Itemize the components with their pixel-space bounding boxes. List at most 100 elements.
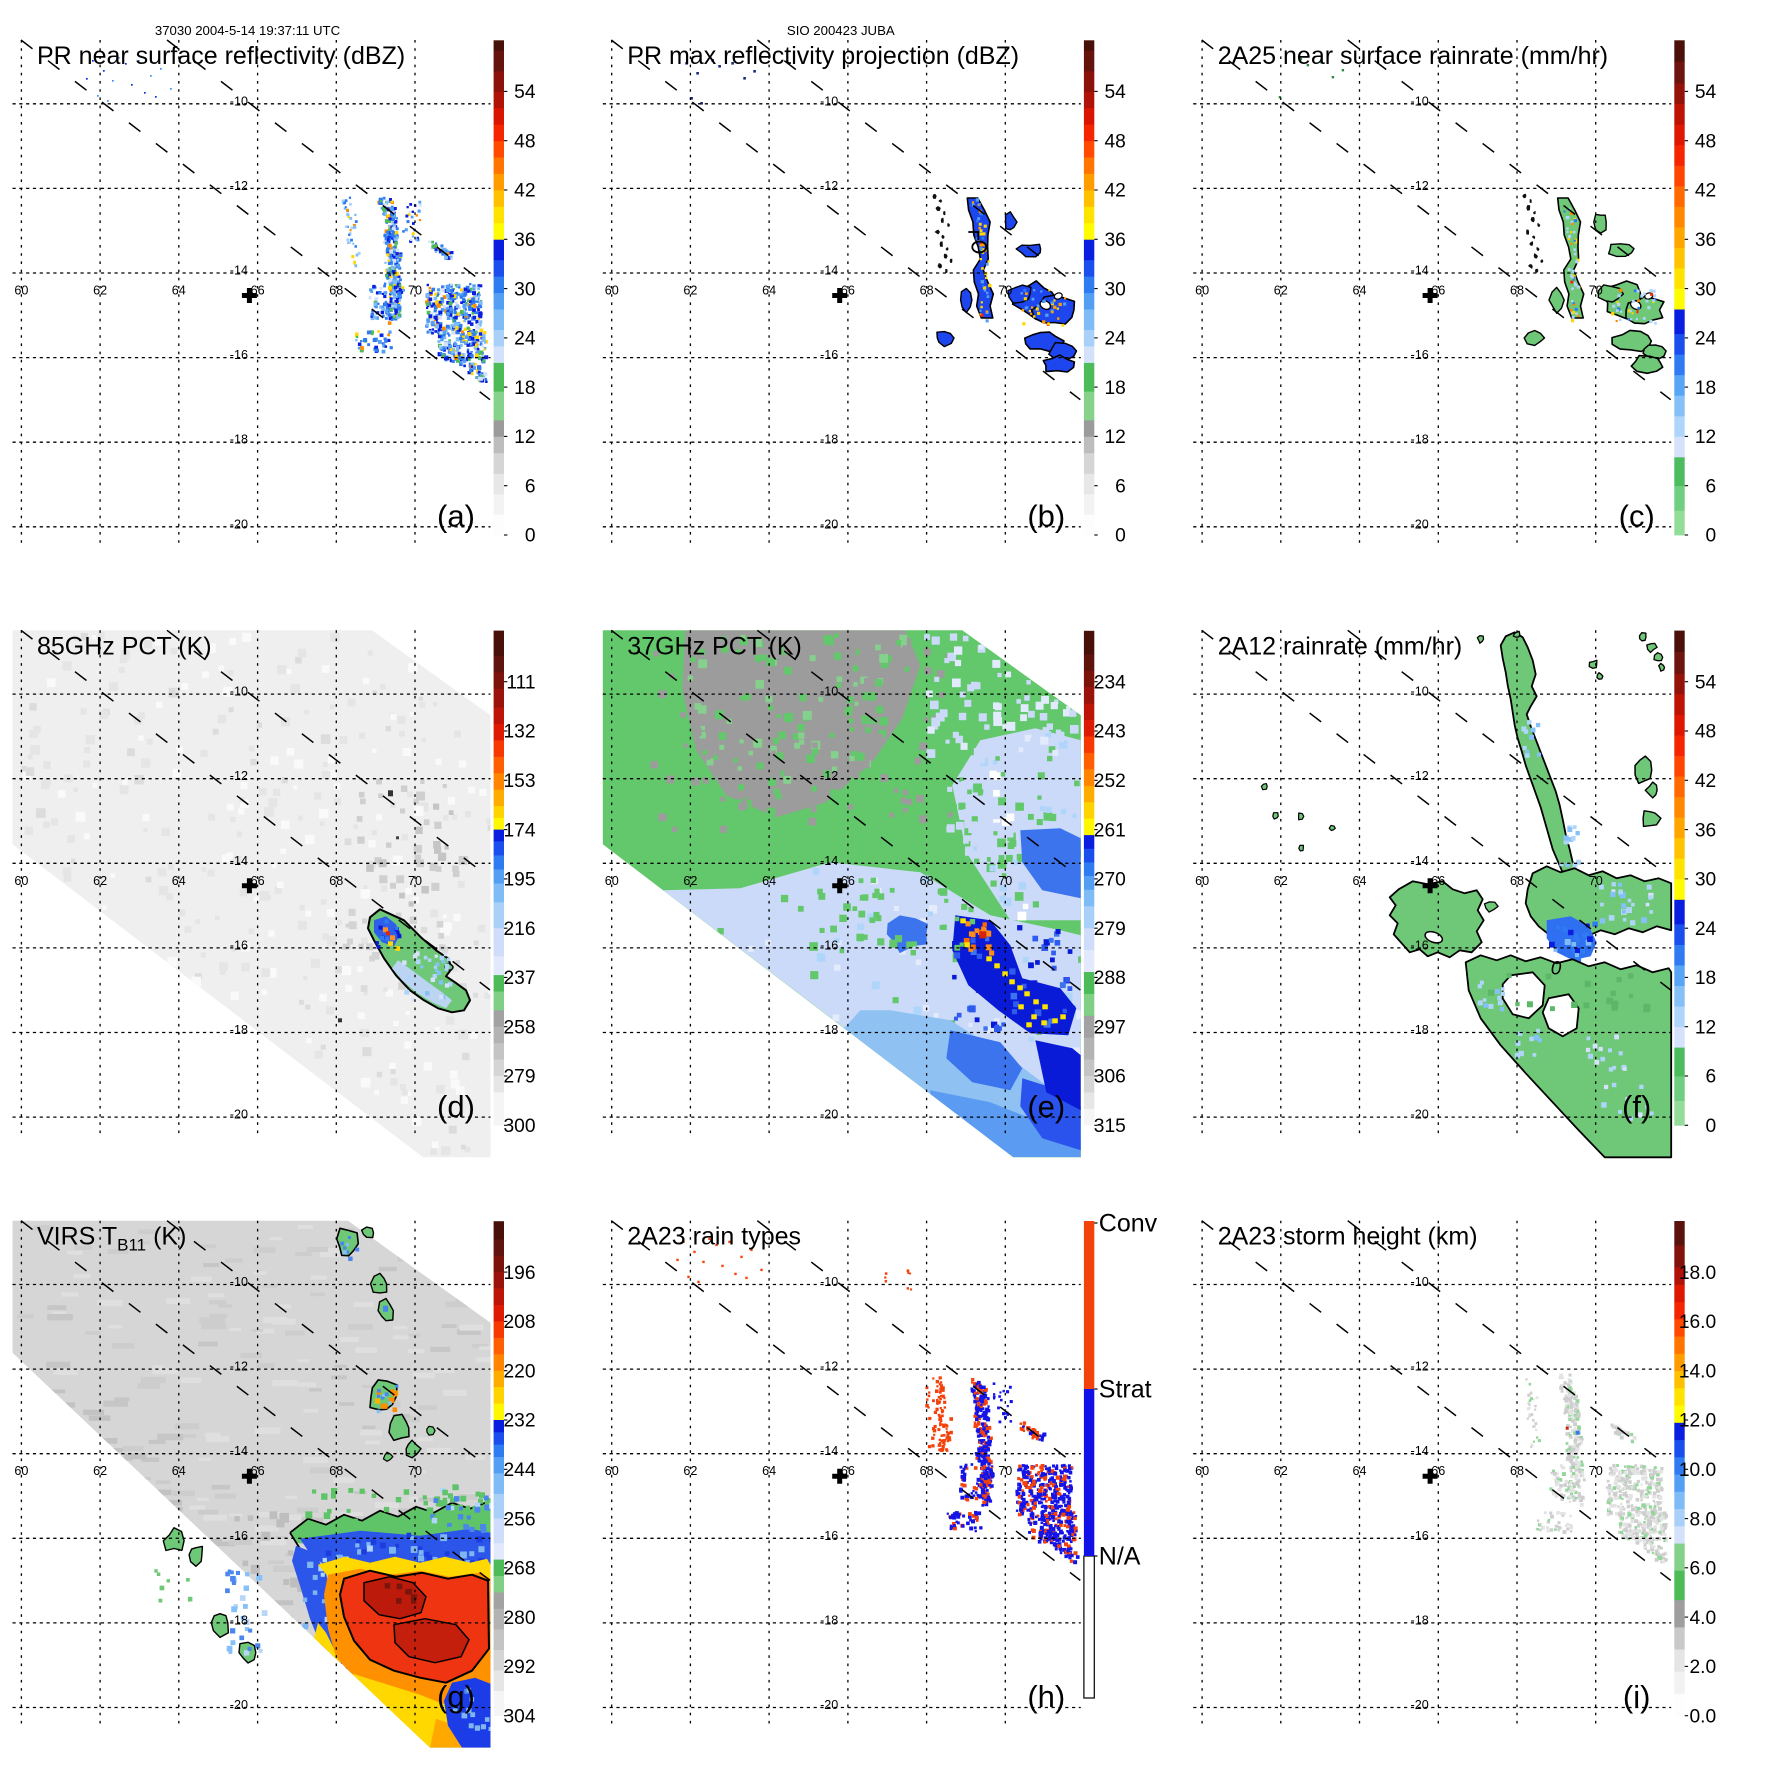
svg-text:-14: -14 <box>230 854 248 868</box>
svg-text:-10: -10 <box>230 685 248 699</box>
svg-text:62: 62 <box>683 1464 697 1478</box>
svg-text:42: 42 <box>1695 181 1716 202</box>
svg-text:6: 6 <box>1706 1067 1717 1088</box>
svg-text:48: 48 <box>1695 131 1716 152</box>
svg-text:270: 270 <box>1094 870 1126 891</box>
svg-text:PR near surface reflectivity (: PR near surface reflectivity (dBZ) <box>37 42 405 70</box>
svg-text:64: 64 <box>1352 284 1366 298</box>
svg-text:288: 288 <box>1094 968 1126 989</box>
svg-text:62: 62 <box>1274 874 1288 888</box>
svg-text:2A23 rain types: 2A23 rain types <box>627 1223 801 1251</box>
svg-text:-20: -20 <box>1410 1108 1428 1122</box>
svg-text:42: 42 <box>1695 771 1716 792</box>
svg-text:174: 174 <box>503 820 535 841</box>
svg-text:252: 252 <box>1094 771 1126 792</box>
svg-text:(a): (a) <box>437 499 475 534</box>
svg-text:18: 18 <box>1104 378 1125 399</box>
svg-text:VIRS TB11 (K): VIRS TB11 (K) <box>37 1223 186 1255</box>
svg-text:64: 64 <box>762 1464 776 1478</box>
svg-text:-14: -14 <box>1410 264 1428 278</box>
svg-text:68: 68 <box>920 874 934 888</box>
svg-text:54: 54 <box>1695 82 1717 103</box>
svg-text:-20: -20 <box>820 517 838 531</box>
svg-text:-12: -12 <box>820 179 838 193</box>
svg-text:PR max reflectivity projection: PR max reflectivity projection (dBZ) <box>627 42 1019 70</box>
svg-text:-10: -10 <box>230 1275 248 1289</box>
svg-text:-20: -20 <box>230 1108 248 1122</box>
svg-text:-20: -20 <box>230 517 248 531</box>
svg-text:-18: -18 <box>820 433 838 447</box>
svg-text:-12: -12 <box>230 769 248 783</box>
svg-text:30: 30 <box>514 279 535 300</box>
svg-text:-14: -14 <box>820 1444 838 1458</box>
svg-text:42: 42 <box>1104 181 1125 202</box>
svg-text:-16: -16 <box>820 1529 838 1543</box>
svg-text:243: 243 <box>1094 722 1126 743</box>
svg-text:12: 12 <box>1695 1017 1716 1038</box>
svg-text:18: 18 <box>514 378 535 399</box>
svg-text:36: 36 <box>1695 230 1716 251</box>
svg-text:(f): (f) <box>1622 1089 1651 1124</box>
svg-text:60: 60 <box>14 874 28 888</box>
svg-text:-16: -16 <box>230 938 248 952</box>
svg-text:-18: -18 <box>820 1613 838 1627</box>
svg-text:-14: -14 <box>820 264 838 278</box>
svg-text:304: 304 <box>503 1706 535 1727</box>
svg-text:232: 232 <box>503 1411 535 1432</box>
svg-text:-10: -10 <box>1410 94 1428 108</box>
svg-text:306: 306 <box>1094 1067 1126 1088</box>
svg-text:64: 64 <box>172 284 186 298</box>
svg-text:85GHz PCT (K): 85GHz PCT (K) <box>37 632 212 660</box>
svg-text:42: 42 <box>514 181 535 202</box>
svg-text:-18: -18 <box>230 1613 248 1627</box>
svg-text:48: 48 <box>1104 131 1125 152</box>
svg-text:-12: -12 <box>230 179 248 193</box>
svg-text:70: 70 <box>408 284 422 298</box>
svg-text:153: 153 <box>503 771 535 792</box>
svg-text:12: 12 <box>1695 427 1716 448</box>
svg-text:0: 0 <box>1551 958 1562 979</box>
svg-text:280: 280 <box>503 1608 535 1629</box>
svg-text:-18: -18 <box>820 1023 838 1037</box>
svg-text:(g): (g) <box>437 1679 475 1714</box>
svg-text:-12: -12 <box>1410 769 1428 783</box>
svg-text:60: 60 <box>605 1464 619 1478</box>
svg-text:-10: -10 <box>820 1275 838 1289</box>
svg-text:(c): (c) <box>1619 499 1655 534</box>
svg-text:-12: -12 <box>230 1360 248 1374</box>
svg-text:-16: -16 <box>820 938 838 952</box>
svg-text:268: 268 <box>503 1559 535 1580</box>
svg-text:-16: -16 <box>820 348 838 362</box>
svg-text:70: 70 <box>998 1464 1012 1478</box>
svg-text:244: 244 <box>503 1460 535 1481</box>
svg-text:-20: -20 <box>1410 517 1428 531</box>
svg-text:36: 36 <box>514 230 535 251</box>
svg-text:195: 195 <box>503 870 535 891</box>
svg-text:-20: -20 <box>230 1698 248 1712</box>
svg-text:68: 68 <box>329 874 343 888</box>
svg-text:300: 300 <box>503 1116 535 1137</box>
svg-text:-10: -10 <box>1410 685 1428 699</box>
svg-text:-12: -12 <box>820 1360 838 1374</box>
svg-text:64: 64 <box>762 874 776 888</box>
svg-text:2A12 rainrate (mm/hr): 2A12 rainrate (mm/hr) <box>1218 632 1463 660</box>
svg-text:256: 256 <box>503 1509 535 1530</box>
svg-text:315: 315 <box>1094 1116 1126 1137</box>
svg-text:0: 0 <box>1115 526 1126 547</box>
svg-text:62: 62 <box>93 284 107 298</box>
svg-text:68: 68 <box>329 284 343 298</box>
svg-text:279: 279 <box>503 1067 535 1088</box>
svg-text:62: 62 <box>683 874 697 888</box>
svg-text:-20: -20 <box>820 1698 838 1712</box>
svg-text:12: 12 <box>1104 427 1125 448</box>
svg-text:24: 24 <box>1695 329 1717 350</box>
svg-text:36: 36 <box>1104 230 1125 251</box>
svg-text:70: 70 <box>408 874 422 888</box>
svg-text:-16: -16 <box>230 348 248 362</box>
svg-text:68: 68 <box>329 1464 343 1478</box>
svg-text:0: 0 <box>525 526 536 547</box>
svg-text:70: 70 <box>998 284 1012 298</box>
svg-text:196: 196 <box>503 1263 535 1284</box>
svg-text:234: 234 <box>1094 672 1126 693</box>
svg-text:-10: -10 <box>820 94 838 108</box>
